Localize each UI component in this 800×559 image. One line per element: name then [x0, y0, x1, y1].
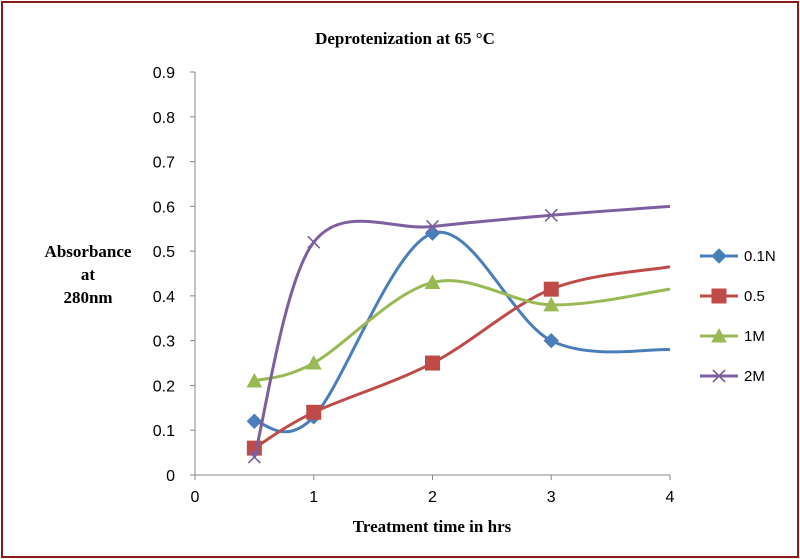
data-point: [246, 372, 263, 388]
legend-label: 1M: [744, 328, 765, 345]
y-tick-label: 0.7: [153, 155, 175, 172]
data-point: [305, 355, 322, 370]
y-tick-label: 0.5: [153, 244, 175, 261]
legend-label: 0.1N: [744, 248, 776, 265]
data-point: [425, 355, 440, 371]
data-point: [543, 296, 560, 312]
y-tick-label: 0.6: [153, 199, 175, 216]
y-tick-label: 0.2: [153, 378, 175, 395]
y-axis-title-line-2: at: [81, 265, 96, 284]
y-tick-label: 0: [166, 468, 175, 485]
x-tick-label: 2: [428, 489, 437, 506]
legend: 0.1N 0.5 1M 2M: [700, 248, 776, 385]
legend-label: 0.5: [744, 288, 765, 305]
data-point: [307, 235, 321, 249]
legend-marker: [711, 327, 727, 343]
x-axis-title: Treatment time in hrs: [353, 517, 512, 536]
y-axis-title: Absorbance at 280nm: [45, 242, 132, 307]
series-line: [254, 230, 671, 434]
data-point: [543, 332, 559, 349]
data-point: [543, 281, 559, 297]
y-tick-label: 0.1: [153, 423, 175, 440]
chart-title: Deprotenization at 65 °C: [315, 29, 495, 48]
series-layer: [246, 204, 671, 464]
data-point: [306, 404, 322, 420]
data-point: [246, 413, 263, 429]
legend-marker: [711, 288, 727, 304]
legend-label: 2M: [744, 368, 765, 385]
y-tick-label: 0.3: [153, 334, 175, 351]
y-tick-label: 0.9: [153, 65, 175, 82]
y-axis-ticks: 0 0.1 0.2 0.3 0.4 0.5 0.6 0.7 0.8 0.9: [153, 65, 195, 485]
y-axis-title-line-1: Absorbance: [45, 242, 132, 261]
data-point: [424, 274, 441, 289]
data-point: [425, 219, 440, 234]
data-point: [247, 450, 261, 464]
legend-marker: [712, 369, 726, 383]
x-tick-label: 3: [547, 489, 556, 506]
legend-item: 1M: [700, 327, 765, 345]
data-point: [544, 208, 558, 222]
x-tick-label: 4: [666, 489, 675, 506]
legend-item: 2M: [700, 368, 765, 385]
series-1M: [246, 274, 671, 388]
y-tick-label: 0.8: [153, 110, 175, 127]
x-axis-ticks: 0 1 2 3 4: [191, 475, 675, 506]
series-0.1N: [246, 225, 671, 434]
legend-item: 0.5: [700, 288, 765, 305]
series-2M: [247, 204, 671, 464]
legend-item: 0.1N: [700, 248, 776, 265]
x-tick-label: 0: [191, 489, 200, 506]
legend-marker: [711, 248, 727, 264]
y-axis-title-line-3: 280nm: [63, 288, 112, 307]
series-line: [252, 204, 671, 458]
y-tick-label: 0.4: [153, 289, 175, 306]
x-tick-label: 1: [309, 489, 318, 506]
